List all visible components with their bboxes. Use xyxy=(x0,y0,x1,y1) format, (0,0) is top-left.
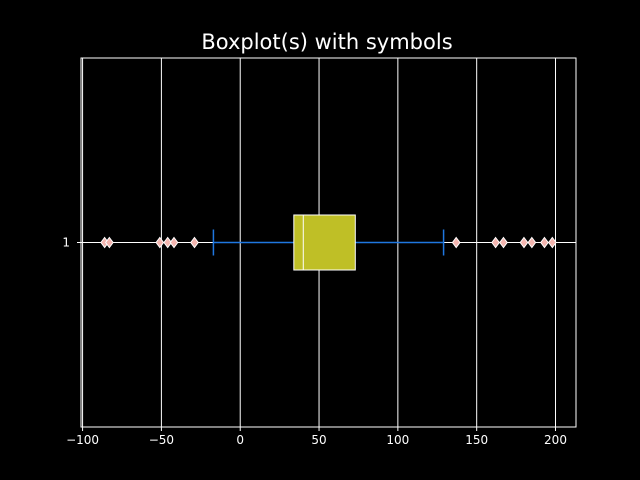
flier-point xyxy=(105,236,114,249)
flier-point xyxy=(547,236,557,249)
plot-frame xyxy=(80,57,577,428)
flier-point xyxy=(499,236,508,249)
flier-point xyxy=(451,236,461,249)
x-tick-label: 50 xyxy=(311,433,326,447)
flier-point xyxy=(491,236,500,249)
box-iqr xyxy=(293,214,356,271)
chart-title: Boxplot(s) with symbols xyxy=(201,30,452,54)
x-tick-label: 100 xyxy=(386,433,409,447)
x-tick-label: 150 xyxy=(465,433,488,447)
x-tick-label: 0 xyxy=(236,433,244,447)
x-axis-ticks: −100 −50 0 50 100 150 200 xyxy=(66,427,567,447)
flier-point xyxy=(169,236,179,249)
x-tick-label: −100 xyxy=(66,433,99,447)
y-tick-label: 1 xyxy=(62,236,70,250)
flier-point xyxy=(527,236,537,249)
flier-point xyxy=(540,236,549,249)
flier-point xyxy=(519,236,529,249)
box-group xyxy=(100,214,557,271)
y-axis-ticks: 1 xyxy=(62,236,81,250)
x-tick-label: −50 xyxy=(149,433,174,447)
x-tick-label: 200 xyxy=(544,433,567,447)
flier-point xyxy=(155,236,165,249)
flier-point xyxy=(163,236,173,249)
boxplot-1 xyxy=(100,214,557,271)
flier-point xyxy=(190,236,199,249)
